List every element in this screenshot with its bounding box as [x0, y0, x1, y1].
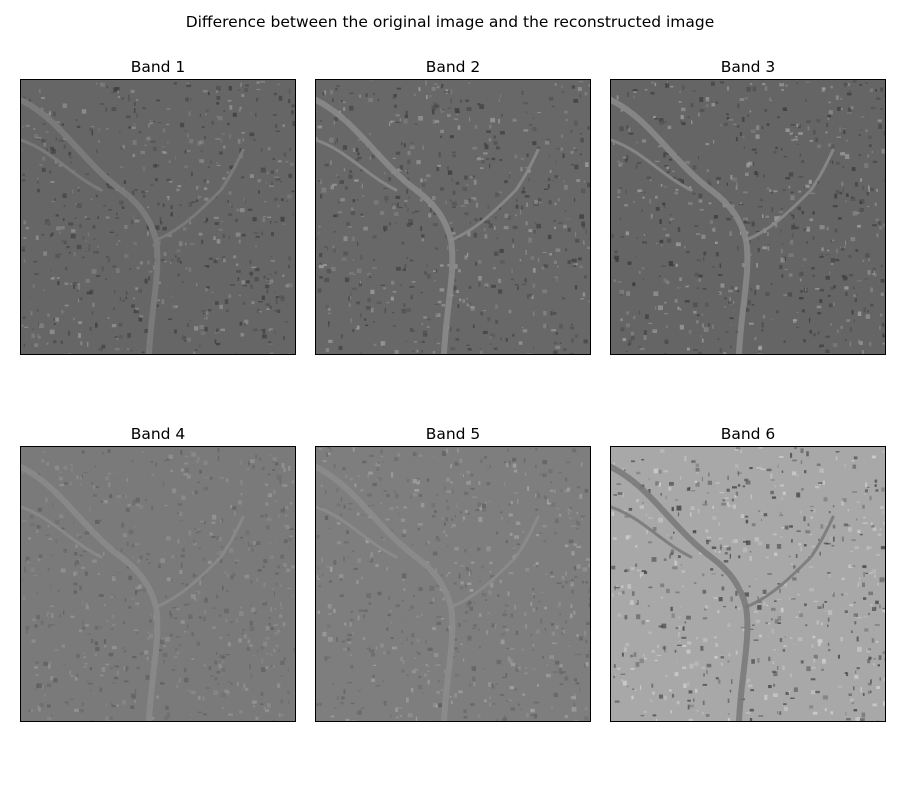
band-image [610, 446, 886, 722]
figure-title: Difference between the original image an… [185, 13, 715, 31]
band-texture [611, 447, 885, 721]
band-texture [21, 80, 295, 354]
panel-title: Band 5 [425, 425, 481, 443]
panel-title: Band 3 [720, 58, 776, 76]
band-image [315, 446, 591, 722]
panel-title: Band 4 [130, 425, 186, 443]
panel-title: Band 1 [130, 58, 186, 76]
band-image [20, 446, 296, 722]
band-texture [611, 80, 885, 354]
band-image [610, 79, 886, 355]
panel-title: Band 2 [425, 58, 481, 76]
band-texture [316, 447, 590, 721]
band-texture [316, 80, 590, 354]
band-image [20, 79, 296, 355]
panel-title: Band 6 [720, 425, 776, 443]
band-image [315, 79, 591, 355]
band-texture [21, 447, 295, 721]
